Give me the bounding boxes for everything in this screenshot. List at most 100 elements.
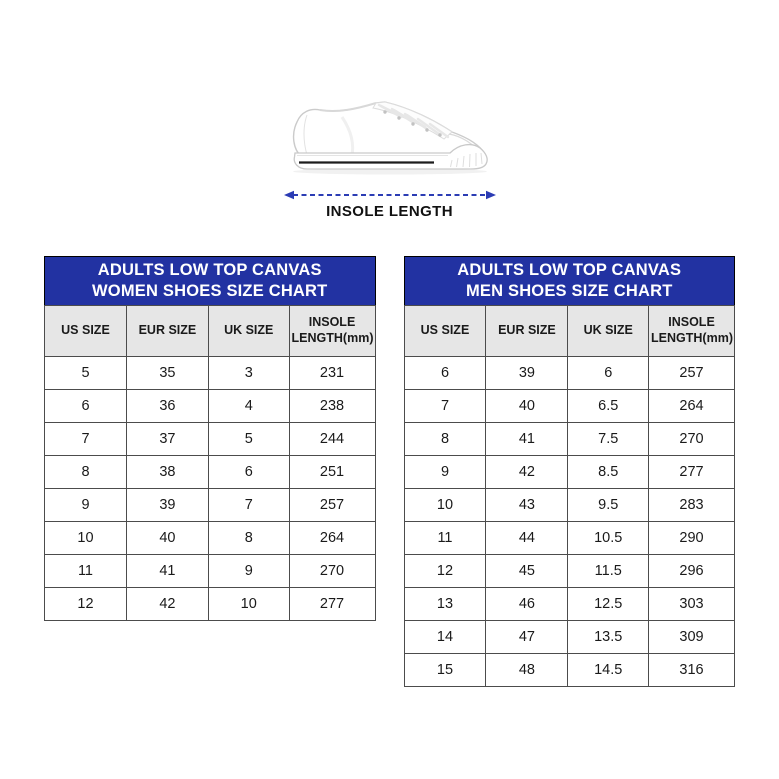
- table-row: 10 43 9.5 283: [403, 488, 735, 522]
- table-cell: 10: [403, 488, 487, 522]
- col-header-us-size: US SIZE: [44, 305, 127, 357]
- men-chart-title-line1: ADULTS LOW TOP CANVAS: [457, 261, 682, 279]
- table-cell: 238: [288, 389, 376, 423]
- table-cell: 9: [44, 488, 127, 522]
- col-header-eur-size: EUR SIZE: [485, 305, 569, 357]
- table-cell: 7: [403, 389, 487, 423]
- table-cell: 41: [485, 422, 569, 456]
- table-cell: 244: [288, 422, 376, 456]
- women-header-row: US SIZE EUR SIZE UK SIZE INSOLE LENGTH(m…: [44, 305, 376, 357]
- table-row: 9 42 8.5 277: [403, 455, 735, 489]
- size-charts-container: ADULTS LOW TOP CANVAS WOMEN SHOES SIZE C…: [0, 256, 779, 687]
- men-chart-title-line2: MEN SHOES SIZE CHART: [465, 281, 673, 300]
- table-cell: 43: [485, 488, 569, 522]
- table-cell: 6: [207, 455, 290, 489]
- table-cell: 8: [207, 521, 290, 555]
- table-cell: 296: [648, 554, 735, 588]
- men-header-row: US SIZE EUR SIZE UK SIZE INSOLE LENGTH(m…: [403, 305, 735, 357]
- table-cell: 316: [648, 653, 735, 687]
- table-row: 11 44 10.5 290: [403, 521, 735, 555]
- table-cell: 36: [125, 389, 209, 423]
- table-cell: 257: [288, 488, 376, 522]
- table-row: 12 45 11.5 296: [403, 554, 735, 588]
- table-cell: 14.5: [567, 653, 650, 687]
- table-row: 6 36 4 238: [44, 389, 376, 423]
- table-cell: 13.5: [567, 620, 650, 654]
- table-cell: 9: [403, 455, 487, 489]
- table-cell: 6.5: [567, 389, 650, 423]
- low-top-canvas-shoe-image: [282, 82, 497, 177]
- table-cell: 6: [567, 356, 650, 390]
- table-cell: 11.5: [567, 554, 650, 588]
- table-cell: 283: [648, 488, 735, 522]
- table-row: 7 37 5 244: [44, 422, 376, 456]
- table-cell: 13: [403, 587, 487, 621]
- col-header-uk-size: UK SIZE: [567, 305, 650, 357]
- table-cell: 37: [125, 422, 209, 456]
- table-cell: 46: [485, 587, 569, 621]
- table-cell: 10.5: [567, 521, 650, 555]
- insole-length-arrow: [283, 188, 496, 200]
- table-cell: 264: [288, 521, 376, 555]
- col-header-uk-size: UK SIZE: [207, 305, 290, 357]
- table-row: 12 42 10 277: [44, 587, 376, 621]
- women-size-chart: ADULTS LOW TOP CANVAS WOMEN SHOES SIZE C…: [44, 256, 376, 621]
- women-chart-title-banner: ADULTS LOW TOP CANVAS WOMEN SHOES SIZE C…: [44, 256, 376, 305]
- col-header-insole-length: INSOLE LENGTH(mm): [288, 305, 376, 357]
- table-cell: 5: [44, 356, 127, 390]
- table-cell: 12: [403, 554, 487, 588]
- table-cell: 8.5: [567, 455, 650, 489]
- table-row: 6 39 6 257: [403, 356, 735, 390]
- table-row: 15 48 14.5 316: [403, 653, 735, 687]
- table-cell: 277: [648, 455, 735, 489]
- table-row: 10 40 8 264: [44, 521, 376, 555]
- table-cell: 39: [485, 356, 569, 390]
- table-cell: 35: [125, 356, 209, 390]
- table-cell: 303: [648, 587, 735, 621]
- table-row: 14 47 13.5 309: [403, 620, 735, 654]
- table-cell: 6: [44, 389, 127, 423]
- table-cell: 10: [44, 521, 127, 555]
- table-cell: 5: [207, 422, 290, 456]
- table-cell: 41: [125, 554, 209, 588]
- table-cell: 7: [207, 488, 290, 522]
- table-row: 5 35 3 231: [44, 356, 376, 390]
- table-cell: 40: [485, 389, 569, 423]
- table-cell: 231: [288, 356, 376, 390]
- table-row: 9 39 7 257: [44, 488, 376, 522]
- women-chart-title-line2: WOMEN SHOES SIZE CHART: [92, 281, 328, 300]
- table-cell: 10: [207, 587, 290, 621]
- table-cell: 40: [125, 521, 209, 555]
- table-cell: 11: [403, 521, 487, 555]
- table-cell: 44: [485, 521, 569, 555]
- table-cell: 257: [648, 356, 735, 390]
- table-row: 11 41 9 270: [44, 554, 376, 588]
- table-cell: 12: [44, 587, 127, 621]
- women-size-table: US SIZE EUR SIZE UK SIZE INSOLE LENGTH(m…: [44, 305, 376, 621]
- table-cell: 309: [648, 620, 735, 654]
- men-size-table: US SIZE EUR SIZE UK SIZE INSOLE LENGTH(m…: [403, 305, 736, 687]
- table-cell: 42: [125, 587, 209, 621]
- table-cell: 264: [648, 389, 735, 423]
- table-cell: 270: [288, 554, 376, 588]
- table-cell: 48: [485, 653, 569, 687]
- table-cell: 12.5: [567, 587, 650, 621]
- table-cell: 9: [207, 554, 290, 588]
- table-cell: 39: [125, 488, 209, 522]
- table-cell: 290: [648, 521, 735, 555]
- women-chart-title-line1: ADULTS LOW TOP CANVAS: [97, 261, 322, 279]
- table-cell: 7: [44, 422, 127, 456]
- shoe-illustration: [292, 101, 488, 175]
- table-cell: 7.5: [567, 422, 650, 456]
- double-headed-dashed-arrow-icon: [283, 190, 496, 200]
- table-cell: 45: [485, 554, 569, 588]
- col-header-us-size: US SIZE: [403, 305, 487, 357]
- insole-length-label: INSOLE LENGTH: [326, 203, 453, 220]
- table-cell: 9.5: [567, 488, 650, 522]
- table-cell: 3: [207, 356, 290, 390]
- table-row: 7 40 6.5 264: [403, 389, 735, 423]
- table-cell: 42: [485, 455, 569, 489]
- table-cell: 277: [288, 587, 376, 621]
- table-cell: 270: [648, 422, 735, 456]
